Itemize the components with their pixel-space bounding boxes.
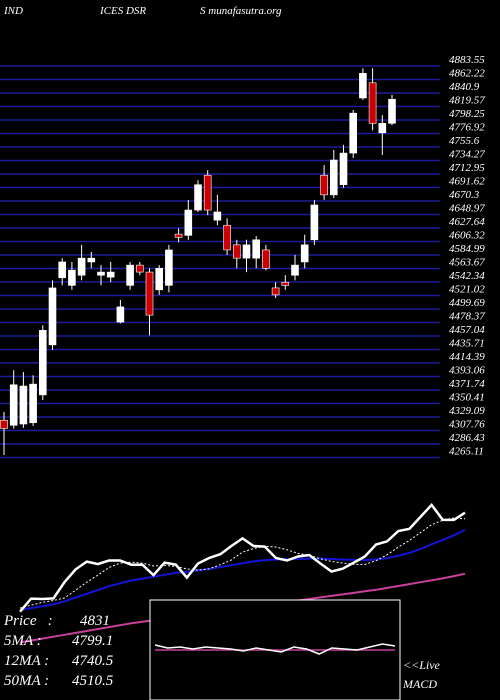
candle-body [68, 269, 76, 286]
legend-label: 12MA : [4, 653, 49, 669]
y-tick-label: 4286.43 [449, 432, 485, 444]
legend-value: 4510.5 [72, 673, 114, 689]
candle-body [184, 209, 193, 236]
y-tick-label: 4606.32 [449, 229, 485, 241]
legend-label: 5MA : [4, 633, 42, 649]
y-tick-label: 4329.09 [449, 405, 485, 417]
y-tick-label: 4265.11 [449, 446, 484, 458]
y-tick-label: 4776.92 [449, 122, 485, 134]
y-tick-label: 4840.9 [449, 81, 480, 93]
legend-value: 4799.1 [72, 633, 113, 649]
ma-line [19, 529, 466, 611]
candle-body [223, 224, 231, 251]
candle-body [97, 271, 105, 276]
candle-body [19, 385, 28, 425]
candle-body [368, 82, 377, 124]
y-tick-label: 4883.55 [449, 54, 485, 66]
candle-body [233, 244, 241, 259]
macd-label: MACD [402, 677, 437, 691]
candle-body [378, 123, 387, 134]
candle-body [58, 261, 67, 279]
y-tick-label: 4414.39 [449, 351, 485, 363]
y-tick-label: 4755.6 [449, 135, 480, 147]
candle-body [145, 271, 154, 316]
live-label: <<Live [403, 658, 441, 672]
candle-body [87, 257, 96, 263]
y-tick-label: 4691.62 [449, 176, 485, 188]
y-tick-label: 4798.25 [449, 108, 485, 120]
y-tick-label: 4435.71 [449, 338, 485, 350]
candle-body [329, 159, 338, 196]
y-tick-label: 4563.67 [449, 256, 485, 268]
legend-label: Price : [3, 613, 53, 629]
y-tick-label: 4499.69 [449, 297, 485, 309]
y-tick-label: 4734.27 [449, 149, 485, 161]
candle-body [300, 244, 309, 263]
y-tick-label: 4542.34 [449, 270, 485, 282]
y-tick-label: 4393.06 [449, 365, 485, 377]
y-tick-label: 4712.95 [449, 162, 485, 174]
candle-body [194, 184, 202, 211]
candle-body [48, 287, 57, 346]
ma-line [19, 517, 466, 609]
candle-body [77, 257, 86, 276]
y-tick-label: 4627.64 [449, 216, 485, 228]
candle-body [136, 264, 144, 273]
candle-body [0, 419, 8, 429]
candle-body [106, 271, 115, 278]
candle-body [271, 287, 280, 296]
candle-body [126, 264, 134, 286]
candle-body [203, 174, 212, 211]
candle-body [349, 112, 358, 154]
candle-body [291, 264, 299, 276]
candle-body [29, 383, 37, 424]
y-tick-label: 4584.99 [449, 243, 485, 255]
legend-value: 4831 [80, 613, 110, 629]
candle-body [242, 244, 251, 259]
macd-line [154, 643, 396, 655]
candle-body [174, 233, 183, 238]
title-part: ICES DSR [99, 5, 146, 17]
y-tick-label: 4457.04 [449, 324, 485, 336]
legend-value: 4740.5 [72, 653, 114, 669]
candle-body [310, 204, 319, 241]
candle-body [262, 249, 270, 269]
y-tick-label: 4371.74 [449, 378, 485, 390]
y-tick-label: 4648.97 [449, 202, 485, 214]
y-tick-label: 4307.76 [449, 419, 485, 431]
candle-body [252, 239, 260, 259]
candle-body [38, 330, 47, 396]
candle-body [116, 306, 125, 323]
candle-body [9, 384, 18, 426]
y-tick-label: 4670.3 [449, 189, 480, 201]
candle-body [339, 152, 348, 186]
title-part: IND [3, 5, 23, 17]
y-tick-label: 4521.02 [449, 283, 485, 295]
price-line [19, 502, 466, 613]
y-tick-label: 4350.41 [449, 392, 485, 404]
y-tick-label: 4862.22 [449, 68, 485, 80]
y-tick-label: 4819.57 [449, 95, 485, 107]
candle-body [320, 174, 328, 196]
candle-body [359, 73, 367, 99]
y-tick-label: 4478.37 [449, 310, 485, 322]
candle-body [281, 281, 290, 286]
title-part: S munafasutra.org [200, 5, 282, 17]
candle-body [213, 211, 222, 221]
candle-body [388, 98, 396, 124]
candle-body [165, 249, 173, 286]
candle-body [155, 267, 163, 291]
legend-label: 50MA : [4, 673, 49, 689]
